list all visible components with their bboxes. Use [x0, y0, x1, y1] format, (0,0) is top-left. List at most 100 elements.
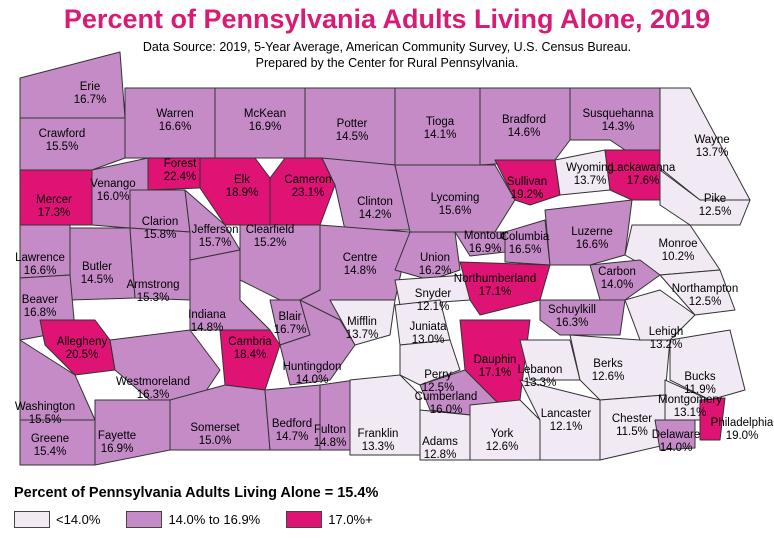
- county-label-juniata: Juniata 13.0%: [409, 321, 447, 346]
- county-label-clinton: Clinton 14.2%: [357, 196, 393, 221]
- county-schuylkill: [539, 299, 626, 336]
- map-title: Percent of Pennsylvania Adults Living Al…: [63, 4, 711, 34]
- county-name-cumberland: Cumberland: [415, 391, 478, 403]
- county-label-wayne: Wayne 13.7%: [694, 134, 729, 159]
- county-name-montgomery: Montgomery: [658, 394, 722, 406]
- county-union: [394, 231, 461, 281]
- county-name-clearfield: Clearfield: [246, 224, 295, 236]
- county-label-monroe: Monroe 10.2%: [659, 238, 698, 263]
- county-label-fayette: Fayette 16.9%: [98, 430, 136, 455]
- county-name-berks: Berks: [593, 358, 623, 370]
- county-label-washington: Washington 15.5%: [15, 401, 75, 426]
- county-name-clarion: Clarion: [142, 216, 178, 228]
- county-cambria: [219, 329, 281, 391]
- county-name-forest: Forest: [164, 158, 197, 170]
- county-label-lawrence: Lawrence 16.6%: [15, 252, 65, 277]
- county-label-delaware: Delaware 14.0%: [652, 429, 701, 454]
- county-shapes: [19, 51, 751, 466]
- county-label-northumberland: Northumberland 17.1%: [454, 273, 536, 298]
- county-value-huntingdon: 14.0%: [296, 374, 329, 386]
- county-name-cambria: Cambria: [228, 336, 272, 348]
- county-label-westmoreland: Westmoreland 16.3%: [116, 376, 190, 401]
- county-name-lebanon: Lebanon: [518, 364, 563, 376]
- legend-label-high: 17.0%+: [328, 511, 373, 527]
- county-label-adams: Adams 12.8%: [422, 436, 458, 461]
- county-name-union: Union: [420, 252, 450, 264]
- county-label-berks: Berks 12.6%: [592, 358, 625, 383]
- county-lancaster: [519, 379, 601, 461]
- county-value-centre: 14.8%: [344, 265, 377, 277]
- county-value-snyder: 12.1%: [417, 301, 450, 313]
- county-label-union: Union 16.2%: [419, 252, 452, 277]
- county-label-chester: Chester 11.5%: [612, 413, 652, 438]
- county-label-philadelphia: Philadelphia 19.0%: [711, 417, 774, 442]
- county-label-centre: Centre 14.8%: [343, 252, 378, 277]
- county-northumberland: [459, 261, 551, 316]
- county-name-wayne: Wayne: [694, 134, 729, 146]
- county-name-juniata: Juniata: [409, 321, 447, 333]
- county-value-lebanon: 13.3%: [524, 377, 557, 389]
- county-name-greene: Greene: [31, 433, 69, 445]
- county-label-lehigh: Lehigh 13.2%: [649, 326, 684, 351]
- county-label-jefferson: Jefferson 15.7%: [191, 224, 238, 249]
- state-average-label: Percent of Pennsylvania Adults Living Al…: [14, 485, 379, 501]
- county-name-susquehanna: Susquehanna: [583, 108, 655, 120]
- county-name-warren: Warren: [156, 108, 193, 120]
- county-label-allegheny: Allegheny 20.5%: [57, 336, 108, 361]
- county-value-fayette: 16.9%: [101, 443, 134, 455]
- county-value-butler: 14.5%: [81, 274, 114, 286]
- county-value-wyoming: 13.7%: [574, 175, 607, 187]
- county-value-adams: 12.8%: [424, 449, 457, 461]
- county-label-franklin: Franklin 13.3%: [358, 428, 399, 453]
- county-name-york: York: [491, 428, 514, 440]
- county-name-mifflin: Mifflin: [347, 316, 377, 328]
- county-label-potter: Potter 14.5%: [336, 118, 369, 143]
- county-lehigh: [624, 289, 696, 341]
- county-labels: Erie 16.7%Crawford 15.5%Warren 16.6%McKean 1…: [15, 81, 774, 461]
- county-value-montour: 16.9%: [469, 243, 502, 255]
- county-value-armstrong: 15.3%: [137, 292, 170, 304]
- county-value-lancaster: 12.1%: [550, 421, 583, 433]
- county-value-montgomery: 13.1%: [674, 407, 707, 419]
- county-name-pike: Pike: [704, 193, 726, 205]
- county-label-lycoming: Lycoming 15.6%: [431, 192, 480, 217]
- county-label-lancaster: Lancaster 12.1%: [541, 408, 592, 433]
- county-name-bradford: Bradford: [502, 114, 546, 126]
- county-lackawanna: [604, 149, 661, 201]
- county-value-bucks: 11.9%: [684, 384, 716, 396]
- county-label-susquehanna: Susquehanna 14.3%: [583, 108, 655, 133]
- county-sullivan: [494, 159, 561, 206]
- county-name-clinton: Clinton: [357, 196, 393, 208]
- county-huntingdon: [279, 299, 356, 386]
- county-label-armstrong: Armstrong 15.3%: [126, 279, 179, 304]
- county-erie: [19, 51, 126, 119]
- county-value-allegheny: 20.5%: [66, 349, 99, 361]
- county-label-clarion: Clarion 15.8%: [142, 216, 178, 241]
- county-name-somerset: Somerset: [190, 422, 240, 434]
- legend-label-mid: 14.0% to 16.9%: [168, 511, 261, 527]
- county-value-clarion: 15.8%: [144, 229, 177, 241]
- county-label-lackawanna: Lackawanna 17.6%: [611, 162, 676, 187]
- county-value-perry: 12.5%: [422, 382, 455, 394]
- county-name-washington: Washington: [15, 401, 75, 413]
- county-value-union: 16.2%: [419, 265, 452, 277]
- county-name-lackawanna: Lackawanna: [611, 162, 676, 174]
- county-value-clinton: 14.2%: [359, 209, 392, 221]
- county-name-indiana: Indiana: [188, 309, 226, 321]
- county-value-cumberland: 16.0%: [430, 404, 463, 416]
- county-mifflin: [329, 299, 396, 346]
- county-name-wyoming: Wyoming: [566, 162, 614, 174]
- county-name-allegheny: Allegheny: [57, 336, 108, 348]
- county-value-schuylkill: 16.3%: [556, 317, 589, 329]
- county-value-westmoreland: 16.3%: [137, 389, 170, 401]
- county-value-northampton: 12.5%: [689, 296, 722, 308]
- county-name-beaver: Beaver: [22, 294, 59, 306]
- county-luzerne: [544, 199, 633, 266]
- county-label-bucks: Bucks 11.9%: [684, 371, 716, 396]
- county-value-philadelphia: 19.0%: [726, 430, 759, 442]
- county-name-blair: Blair: [278, 311, 301, 323]
- county-value-cameron: 23.1%: [292, 187, 325, 199]
- legend: <14.0% 14.0% to 16.9% 17.0%+: [14, 509, 399, 529]
- county-value-tioga: 14.1%: [424, 129, 457, 141]
- county-value-clearfield: 15.2%: [254, 237, 287, 249]
